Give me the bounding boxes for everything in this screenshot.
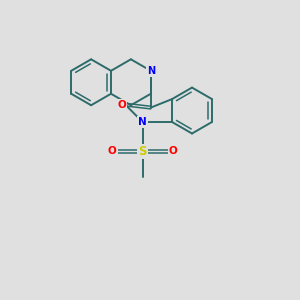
Text: O: O — [118, 100, 127, 110]
Text: S: S — [138, 145, 147, 158]
Text: N: N — [147, 66, 155, 76]
Text: O: O — [108, 146, 117, 157]
Text: O: O — [169, 146, 177, 157]
Text: N: N — [138, 117, 147, 127]
